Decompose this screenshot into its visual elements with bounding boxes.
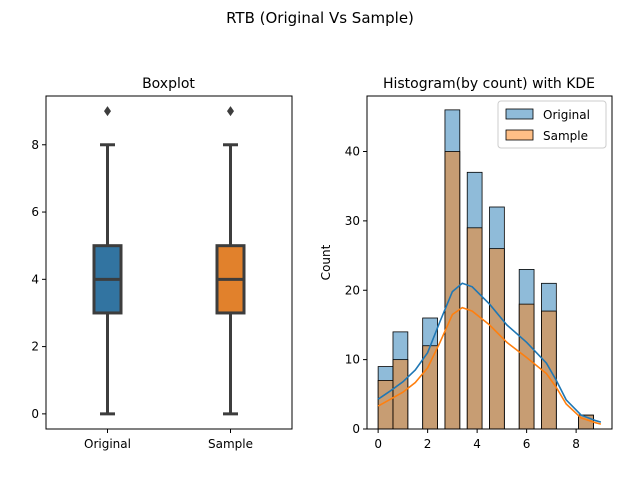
histogram-y-tick-label: 40 xyxy=(345,145,360,159)
histogram-y-tick-label: 0 xyxy=(352,422,360,436)
histogram-bar-sample xyxy=(466,227,483,430)
boxplot-marks: 0 2 4 6 8 Original Sample xyxy=(31,106,253,451)
histogram-x-tick-label: 0 xyxy=(374,437,382,451)
histogram-x-tick-label: 2 xyxy=(424,437,432,451)
histogram-marks: 0 10 20 30 40 0 2 4 6 8 xyxy=(345,109,602,451)
histogram-x-tick-label: 8 xyxy=(572,437,580,451)
boxplot-y-tick-label: 4 xyxy=(31,272,39,286)
legend-label-original: Original xyxy=(543,108,590,122)
histogram-y-axis-label: Count xyxy=(319,244,333,280)
histogram-frame xyxy=(366,95,613,430)
boxplot-outlier xyxy=(104,106,111,117)
boxplot-x-tick-label: Sample xyxy=(208,437,253,451)
histogram-bar-sample xyxy=(518,303,535,430)
histogram-x-tick-label: 6 xyxy=(523,437,531,451)
legend-swatch-original xyxy=(505,108,534,120)
boxplot-y-tick-label: 2 xyxy=(31,340,39,354)
boxplot-title: Boxplot xyxy=(142,76,195,92)
histogram-panel: Histogram(by count) with KDE Count 01020… xyxy=(319,76,613,451)
histogram-x-tick-label: 4 xyxy=(473,437,481,451)
histogram-bar-sample xyxy=(444,151,461,430)
legend-swatch-sample xyxy=(505,129,534,141)
histogram-title: Histogram(by count) with KDE xyxy=(383,76,595,92)
boxplot-y-tick-label: 8 xyxy=(31,138,39,152)
histogram-bar-sample xyxy=(541,310,557,430)
boxplot-panel: Boxplot 0 2 4 6 8 Original Sample xyxy=(31,76,293,451)
boxplot-y-tick-label: 0 xyxy=(31,407,39,421)
figure-title: RTB (Original Vs Sample) xyxy=(226,9,414,27)
kde-line-original xyxy=(377,282,602,423)
kde-line-sample xyxy=(377,306,602,425)
boxplot-x-tick-label: Original xyxy=(84,437,131,451)
boxplot-y-tick-label: 6 xyxy=(31,205,39,219)
histogram-y-tick-label: 10 xyxy=(345,353,360,367)
histogram-bar-sample xyxy=(489,248,505,430)
histogram-legend: Original Sample xyxy=(497,100,607,149)
boxplot-frame xyxy=(45,95,293,430)
histogram-bar-sample xyxy=(422,345,438,430)
boxplot-outlier xyxy=(227,106,234,117)
histogram-y-tick-label: 20 xyxy=(345,283,360,297)
histogram-y-tick-label: 30 xyxy=(345,214,360,228)
legend-label-sample: Sample xyxy=(543,129,588,143)
